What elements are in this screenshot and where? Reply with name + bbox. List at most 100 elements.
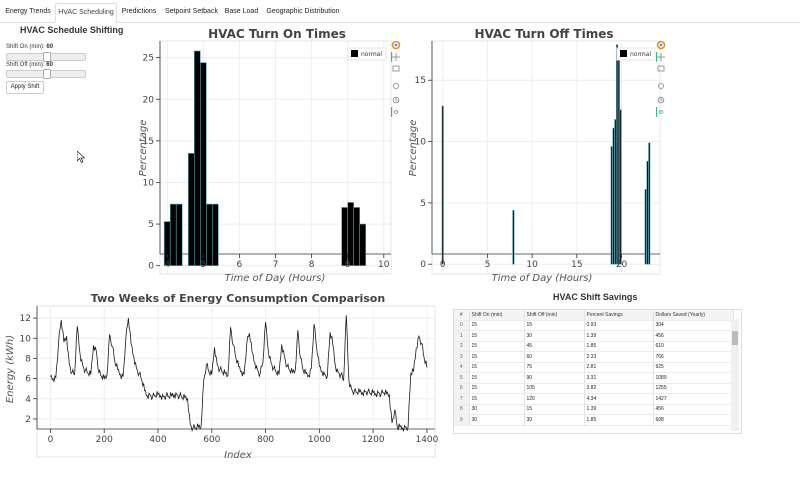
- table-cell[interactable]: 15: [469, 393, 525, 405]
- table-cell[interactable]: 15: [469, 341, 525, 352]
- table-row[interactable]: 3 15 60 2.33 766: [454, 351, 734, 363]
- row-index-cell[interactable]: 1: [454, 330, 470, 342]
- column-header-dollars[interactable]: Dollars Saved (Yearly): [653, 310, 734, 321]
- table-row[interactable]: 4 15 75 2.81 925: [454, 362, 734, 373]
- tab-base-load[interactable]: Base Load: [224, 8, 259, 15]
- table-row[interactable]: 7 15 120 4.34 1427: [454, 393, 734, 405]
- table-cell[interactable]: 0.93: [584, 320, 654, 331]
- table-row[interactable]: 9 30 30 1.85 608: [454, 414, 734, 426]
- active-tool-indicator: [391, 52, 393, 62]
- table-cell[interactable]: 30: [469, 414, 525, 426]
- table-cell[interactable]: 3.31: [584, 372, 654, 384]
- table-cell[interactable]: 608: [653, 414, 734, 426]
- pan-icon[interactable]: [392, 53, 400, 61]
- table-cell[interactable]: 90: [524, 372, 585, 384]
- row-index-cell[interactable]: 2: [454, 341, 470, 352]
- table-cell[interactable]: 1.85: [584, 414, 654, 426]
- table-cell[interactable]: 1089: [653, 372, 734, 384]
- chart-on-xlabel: Time of Day (Hours): [225, 273, 326, 284]
- table-cell[interactable]: 1.85: [584, 341, 654, 352]
- table-cell[interactable]: 456: [653, 330, 734, 342]
- table-cell[interactable]: 30: [524, 414, 585, 426]
- table-cell[interactable]: 30: [469, 404, 525, 415]
- table-cell[interactable]: 45: [524, 341, 585, 352]
- bokeh-logo-icon[interactable]: [656, 40, 666, 50]
- table-cell[interactable]: 1.39: [584, 404, 654, 415]
- table-row[interactable]: 8 30 15 1.39 456: [454, 404, 734, 415]
- tab-setpoint-setback[interactable]: Setpoint Setback: [165, 8, 218, 15]
- y-tick-label: 10: [415, 138, 427, 148]
- x-tick-label: 0: [48, 435, 54, 445]
- apply-shift-button[interactable]: Apply Shift: [6, 81, 44, 94]
- bokeh-logo-icon[interactable]: [391, 40, 401, 50]
- table-cell[interactable]: 15: [469, 351, 525, 363]
- column-header-shift-on[interactable]: Shift On (min): [469, 310, 525, 321]
- table-cell[interactable]: 925: [653, 362, 734, 373]
- table-scrollbar[interactable]: [731, 319, 739, 431]
- row-index-cell[interactable]: 5: [454, 372, 470, 384]
- shift-on-value: 60: [46, 44, 54, 50]
- row-index-cell[interactable]: 9: [454, 414, 470, 426]
- shift-off-slider[interactable]: [6, 69, 86, 79]
- table-cell[interactable]: 105: [524, 383, 585, 394]
- table-cell[interactable]: 30: [524, 330, 585, 342]
- reset-icon[interactable]: [658, 110, 664, 114]
- table-header-row: # Shift On (min) Shift Off (min) Percent…: [454, 310, 734, 321]
- wheel-zoom-icon[interactable]: [658, 83, 664, 89]
- table-cell[interactable]: 2.81: [584, 362, 654, 373]
- row-index-cell[interactable]: 8: [454, 404, 470, 415]
- reset-icon[interactable]: [393, 110, 399, 114]
- row-index-cell[interactable]: 4: [454, 362, 470, 373]
- table-cell[interactable]: 15: [524, 404, 585, 415]
- table-row[interactable]: 1 15 30 1.39 456: [454, 330, 734, 342]
- shift-on-slider-handle[interactable]: [43, 52, 51, 62]
- table-cell[interactable]: 15: [469, 372, 525, 384]
- table-cell[interactable]: 75: [524, 362, 585, 373]
- table-cell[interactable]: 120: [524, 393, 585, 405]
- table-cell[interactable]: 610: [653, 341, 734, 352]
- table-cell[interactable]: 304: [653, 320, 734, 331]
- histogram-bar: [175, 203, 183, 266]
- column-header-percent[interactable]: Percent Savings: [584, 310, 654, 321]
- table-row[interactable]: 2 15 45 1.85 610: [454, 341, 734, 352]
- table-cell[interactable]: 4.34: [584, 393, 654, 405]
- row-index-cell[interactable]: 3: [454, 351, 470, 363]
- column-header-shift-off[interactable]: Shift Off (min): [524, 310, 585, 321]
- table-row[interactable]: 0 15 15 0.93 304: [454, 320, 734, 331]
- table-row[interactable]: 5 15 90 3.31 1089: [454, 372, 734, 384]
- save-icon[interactable]: [392, 96, 400, 104]
- pan-icon[interactable]: [657, 53, 665, 61]
- tab-predictions[interactable]: Predictions: [121, 8, 157, 15]
- table-cell[interactable]: 15: [469, 320, 525, 331]
- wheel-zoom-icon[interactable]: [393, 83, 399, 89]
- tab-hvac-scheduling[interactable]: HVAC Scheduling: [55, 3, 117, 23]
- box-zoom-icon[interactable]: [657, 65, 665, 72]
- table-cell[interactable]: 15: [524, 320, 585, 331]
- table-cell[interactable]: 60: [524, 351, 585, 363]
- table-cell[interactable]: 15: [469, 383, 525, 394]
- y-tick-label: 2: [25, 415, 31, 425]
- table-cell[interactable]: 15: [469, 330, 525, 342]
- table-scrollbar-thumb[interactable]: [732, 331, 738, 345]
- box-zoom-icon[interactable]: [392, 65, 400, 72]
- save-icon[interactable]: [657, 96, 665, 104]
- tab-geographic-distribution[interactable]: Geographic Distribution: [266, 8, 340, 15]
- shift-off-slider-handle[interactable]: [43, 69, 51, 79]
- histogram-bar: [212, 203, 219, 266]
- table-cell[interactable]: 1255: [653, 383, 734, 394]
- row-index-cell[interactable]: 0: [454, 320, 470, 331]
- table-cell[interactable]: 3.82: [584, 383, 654, 394]
- shift-on-slider[interactable]: [6, 52, 86, 62]
- tab-energy-trends[interactable]: Energy Trends: [5, 8, 51, 15]
- row-index-cell[interactable]: 6: [454, 383, 470, 394]
- table-row[interactable]: 6 15 105 3.82 1255: [454, 383, 734, 394]
- table-cell[interactable]: 1427: [653, 393, 734, 405]
- table-cell[interactable]: 2.33: [584, 351, 654, 363]
- table-cell[interactable]: 766: [653, 351, 734, 363]
- row-index-cell[interactable]: 7: [454, 393, 470, 405]
- x-tick-label: 5: [485, 260, 491, 270]
- column-header-index[interactable]: #: [454, 310, 470, 321]
- table-cell[interactable]: 1.39: [584, 330, 654, 342]
- table-cell[interactable]: 15: [469, 362, 525, 373]
- table-cell[interactable]: 456: [653, 404, 734, 415]
